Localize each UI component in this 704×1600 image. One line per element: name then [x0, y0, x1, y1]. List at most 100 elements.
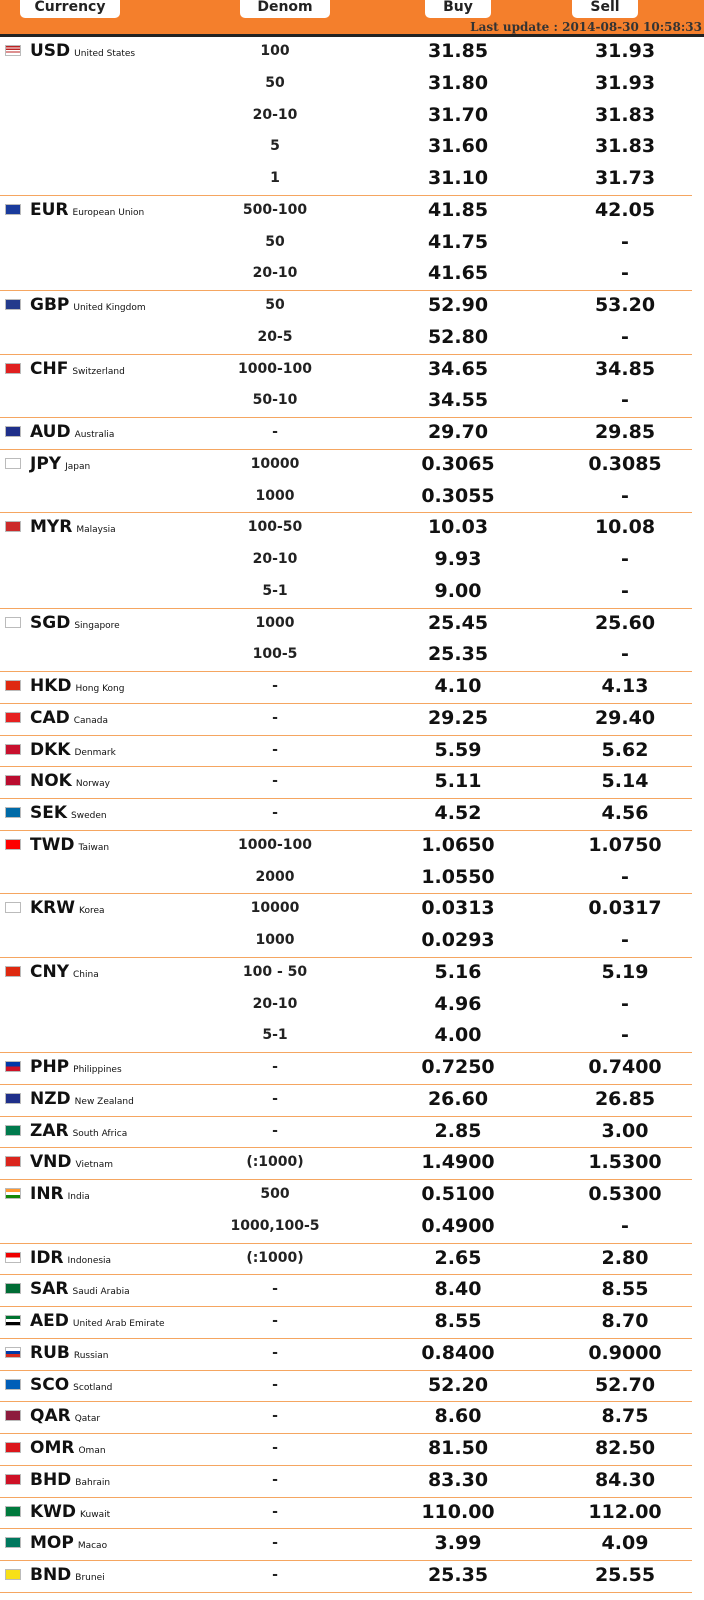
sell-button[interactable]: Sell — [572, 0, 638, 18]
sell-rate: 0.7400 — [588, 1056, 662, 1078]
row-separator — [0, 671, 692, 672]
buy-rate: 52.90 — [427, 294, 489, 316]
country: Vietnam — [75, 1160, 114, 1171]
buy-rate: 110.00 — [421, 1500, 495, 1523]
flag — [5, 1124, 21, 1136]
country: Japan — [65, 461, 91, 472]
row-separator — [0, 1242, 692, 1244]
flag — [5, 711, 21, 723]
currency-code: USD United States — [30, 41, 136, 61]
denom: (:1000) — [246, 1154, 304, 1171]
currency-code: PHP Philippines — [30, 1057, 122, 1077]
country: Philippines — [73, 1065, 122, 1075]
currency-code: VND Vietnam — [30, 1152, 114, 1173]
flag — [5, 775, 21, 787]
currency-code: CHF Switzerland — [30, 358, 125, 379]
denom: 100-5 — [252, 646, 298, 663]
sell-rate: 53.20 — [594, 294, 656, 316]
sell-rate: 25.55 — [594, 1564, 656, 1586]
denom: 5-1 — [262, 1027, 288, 1044]
sell-rate: 2.80 — [601, 1246, 649, 1269]
denom: 1000 — [255, 487, 295, 504]
denom: 10000 — [250, 455, 300, 472]
country: South Africa — [72, 1128, 128, 1139]
sell-rate: 4.13 — [601, 675, 649, 697]
sell-rate: 31.83 — [594, 135, 656, 158]
currency-code: HKD Hong Kong — [30, 676, 125, 696]
row-separator — [0, 956, 692, 958]
denom: 1000 — [255, 614, 295, 631]
buy-rate: 0.3065 — [421, 452, 495, 475]
flag — [5, 902, 21, 914]
currency-code: TWD Taiwan — [30, 834, 110, 855]
currency-code: SCO Scotland — [30, 1374, 113, 1395]
header-bar: Currency Denom Buy Sell Last update : 20… — [0, 0, 704, 37]
row-separator — [0, 353, 692, 355]
sell-rate: 8.75 — [601, 1405, 649, 1428]
country: New Zealand — [74, 1096, 134, 1107]
sell-rate: 4.09 — [601, 1532, 649, 1555]
buy-rate: 4.10 — [434, 675, 482, 697]
currency-code: NOK Norway — [30, 771, 111, 792]
row-separator — [0, 1179, 692, 1180]
sell-rate: 26.85 — [594, 1087, 656, 1110]
buy-button[interactable]: Buy — [425, 0, 491, 18]
flag — [5, 1315, 21, 1326]
sell-rate: 3.00 — [601, 1119, 649, 1142]
country: Singapore — [74, 620, 120, 631]
country: Denmark — [74, 747, 116, 758]
sell-rate: 31.83 — [594, 103, 656, 126]
buy-rate: 9.93 — [434, 548, 482, 570]
currency-button[interactable]: Currency — [20, 0, 120, 18]
denom: - — [272, 1313, 278, 1329]
flag — [5, 299, 21, 310]
denom: 500-100 — [242, 201, 308, 218]
flag — [5, 45, 21, 56]
denom: - — [272, 1567, 278, 1583]
denom: 20-10 — [252, 106, 298, 123]
currency-code: IDR Indonesia — [30, 1247, 112, 1268]
country: Hong Kong — [75, 684, 125, 694]
sell-rate: 1.5300 — [588, 1151, 662, 1174]
flag — [5, 1442, 21, 1453]
denom-button[interactable]: Denom — [240, 0, 330, 18]
buy-rate: 29.25 — [427, 706, 489, 729]
country: Switzerland — [72, 366, 125, 377]
sell-rate: 84.30 — [594, 1468, 656, 1491]
country: Canada — [73, 715, 108, 726]
country: Oman — [78, 1446, 106, 1456]
denom: - — [272, 1471, 278, 1488]
sell-rate: - — [621, 230, 629, 253]
denom: 20-10 — [252, 265, 298, 282]
country: Scotland — [73, 1382, 113, 1393]
flag — [5, 521, 21, 533]
flag — [5, 1378, 21, 1390]
row-separator — [0, 448, 692, 450]
row-separator — [0, 1433, 692, 1434]
row-separator — [0, 702, 692, 704]
denom: - — [272, 1503, 278, 1520]
buy-rate: 5.59 — [434, 738, 482, 761]
denom: 20-10 — [252, 551, 298, 567]
buy-rate: 2.65 — [434, 1246, 482, 1269]
buy-rate: 0.5100 — [421, 1183, 495, 1205]
flag — [5, 965, 21, 977]
row-separator — [0, 1401, 692, 1403]
row-separator — [0, 1052, 692, 1053]
currency-code: CAD Canada — [30, 707, 108, 728]
denom: 1 — [270, 170, 280, 186]
denom: 20-5 — [257, 328, 293, 345]
sell-rate: 31.93 — [594, 71, 656, 94]
sell-rate: - — [621, 865, 629, 888]
buy-rate: 34.55 — [427, 389, 489, 412]
row-separator — [0, 829, 692, 831]
buy-rate: 8.60 — [434, 1405, 482, 1428]
denom: - — [272, 424, 278, 440]
row-separator — [0, 607, 692, 609]
currency-code: AED United Arab Emirate — [30, 1311, 165, 1331]
denom: - — [272, 1408, 278, 1425]
sell-rate: 0.9000 — [588, 1341, 662, 1364]
country: Malaysia — [76, 525, 116, 536]
denom: 2000 — [255, 868, 295, 885]
row-separator — [0, 766, 692, 768]
